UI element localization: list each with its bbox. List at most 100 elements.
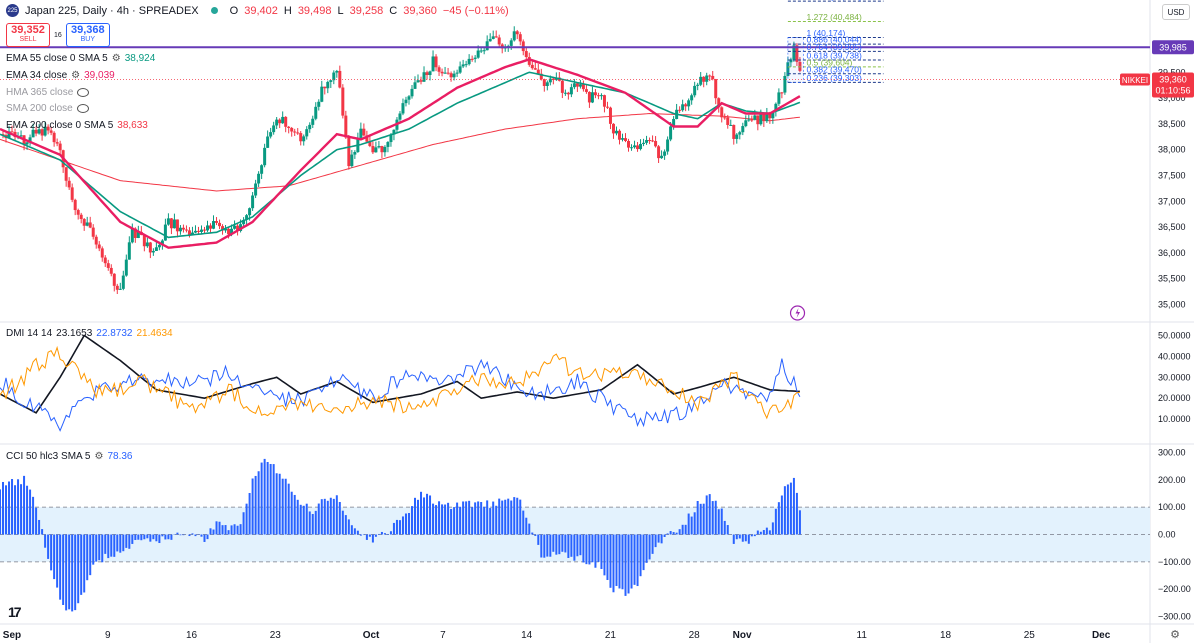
candle [28,137,32,143]
x-tick-label: Nov [733,630,752,641]
legend-ema34[interactable]: EMA 34 close ⚙ 39,039 [6,70,115,81]
cci-bar [275,473,278,535]
cci-bar [17,479,20,535]
candle [617,130,621,140]
candle [82,219,86,226]
cci-bar [696,500,699,535]
cci-bar [227,530,230,535]
candle [365,135,369,142]
sell-button[interactable]: 39,352 SELL [6,23,50,47]
candle [118,288,122,290]
cci-bar [633,534,636,585]
candle [335,70,339,73]
legend-cci[interactable]: CCI 50 hlc3 SMA 5 ⚙ 78.36 [6,451,132,462]
candle [299,133,303,142]
cci-bar [233,524,236,535]
cci-bar [501,500,504,535]
cci-bar [462,501,465,535]
cci-y-tick-label: 100.00 [1158,502,1186,512]
candle [696,84,700,86]
cci-bar [152,534,155,540]
cci-bar [167,534,170,540]
cci-bar [456,502,459,535]
cci-bar [74,534,77,611]
cci-bar [398,520,401,535]
settings-icon[interactable]: ⚙ [71,70,81,81]
currency-button[interactable]: USD [1162,4,1190,20]
settings-icon[interactable]: ⚙ [111,53,121,64]
candle [70,187,74,200]
y-tick-label: 39,500 [1158,67,1186,77]
candle [326,81,330,89]
cci-bar [483,506,486,535]
candle [106,263,110,268]
candle [311,118,315,125]
cci-bar [684,524,687,535]
cci-bar [377,533,380,535]
candle [88,222,92,228]
candle [19,135,23,137]
fib-level-label: 0.382 (39,470) [807,64,862,74]
candle [383,146,387,153]
cci-bar [486,500,489,535]
cci-bar [143,534,146,540]
candle [133,228,137,239]
last-price-label: 39,360 [1159,74,1187,84]
cci-bar [266,462,269,535]
cci-bar [332,498,335,535]
eye-hidden-icon[interactable] [76,104,89,113]
eye-hidden-icon[interactable] [77,88,90,97]
cci-bar [534,534,537,536]
cci-bar [116,534,119,552]
cci-bar [744,534,747,542]
legend-ema200-label: EMA 200 close 0 SMA 5 [6,120,114,131]
cci-bar [392,522,395,535]
candle [233,225,237,229]
settings-gear-icon[interactable]: ⚙ [1170,628,1180,641]
symbol-badge[interactable]: 225 [6,4,19,17]
cci-bar [338,501,341,535]
candle [479,50,483,52]
x-tick-label: Oct [363,630,380,641]
candle [681,104,685,111]
legend-dmi[interactable]: DMI 14 14 23.1653 22.8732 21.4634 [6,328,173,339]
candle [593,92,597,96]
candle [193,230,197,233]
candle [281,116,285,124]
legend-hma365[interactable]: HMA 365 close [6,87,90,98]
candle [419,80,423,82]
cci-bar [287,483,290,535]
settings-icon[interactable]: ⚙ [94,451,104,462]
candle [738,132,742,135]
buy-button[interactable]: 39,368 BUY [65,23,110,47]
chart-title[interactable]: Japan 225, Daily · 4h · SPREADEX [25,4,199,17]
cci-bar [735,534,738,540]
cci-bar [308,511,311,535]
candle [434,56,438,68]
candle [690,95,694,101]
legend-sma200[interactable]: SMA 200 close [6,103,89,114]
cci-bar [714,500,717,535]
dmi-y-tick-label: 30.0000 [1158,372,1191,382]
cci-bar [80,534,83,595]
candle [602,95,606,107]
cci-bar [795,492,798,535]
tradingview-logo-icon[interactable]: 17 [8,604,22,620]
legend-ema200[interactable]: EMA 200 close 0 SMA 5 38,633 [6,120,148,131]
candle [230,228,234,235]
candle [196,230,200,232]
cci-y-tick-label: −200.00 [1158,584,1191,594]
candle [636,145,640,150]
candle [578,84,582,87]
cci-bar [140,534,143,541]
cci-y-tick-label: −100.00 [1158,557,1191,567]
candle [145,242,149,247]
candle [621,138,625,140]
cci-bar [359,534,362,536]
x-tick-label: 21 [605,630,617,641]
legend-ema55[interactable]: EMA 55 close 0 SMA 5 ⚙ 38,924 [6,53,155,64]
candle [317,101,321,107]
fib-level-label: 1 (40,174) [807,28,846,38]
cci-bar [371,534,374,543]
